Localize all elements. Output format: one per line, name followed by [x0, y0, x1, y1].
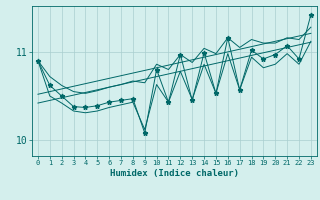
X-axis label: Humidex (Indice chaleur): Humidex (Indice chaleur)	[110, 169, 239, 178]
